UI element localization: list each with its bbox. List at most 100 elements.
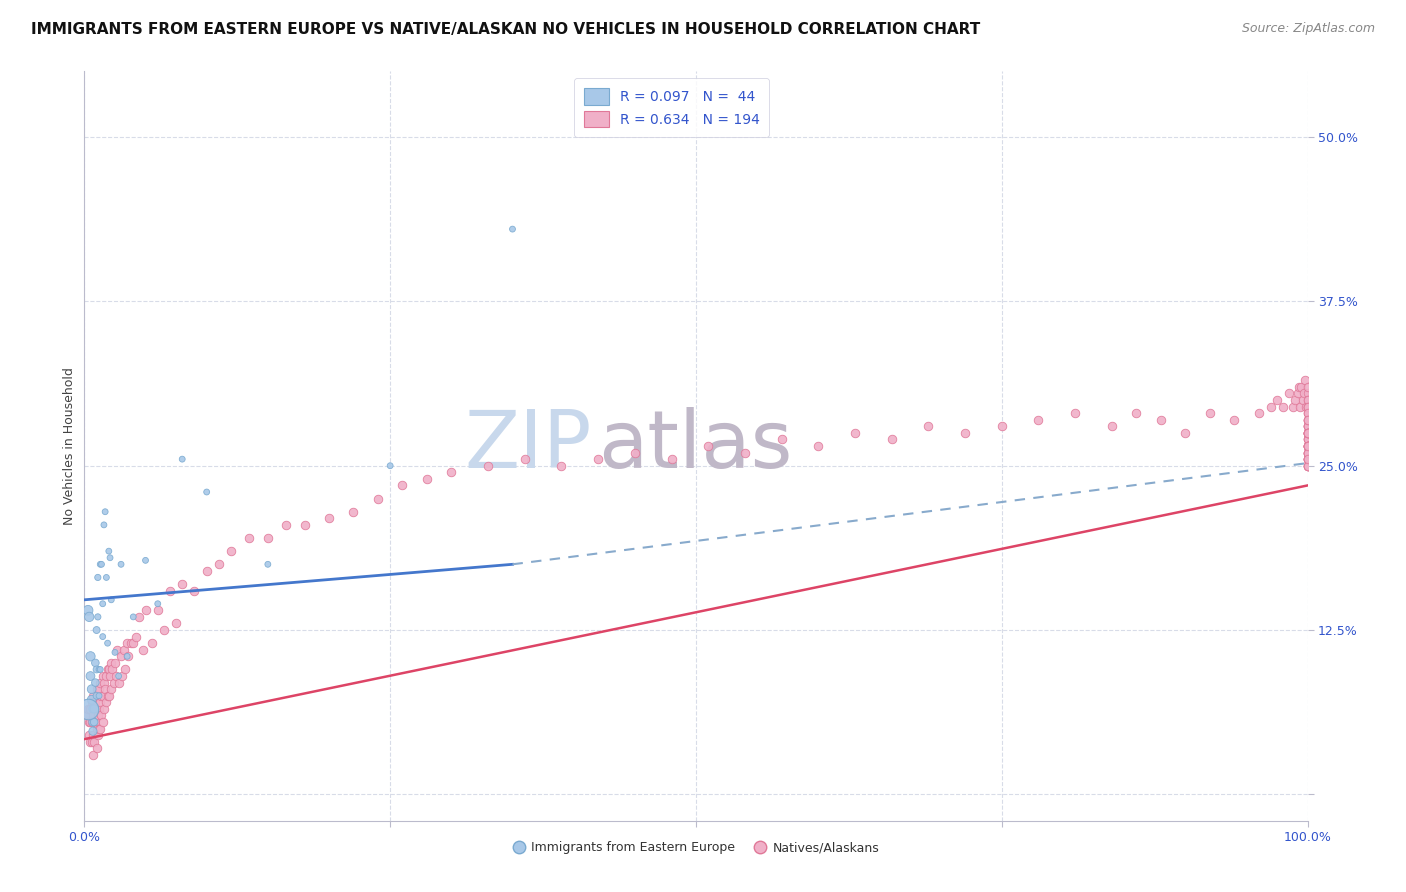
- Point: [89, 722, 111, 736]
- Point: [87, 663, 110, 677]
- Point: [1247, 406, 1270, 420]
- Point: [86, 682, 108, 697]
- Point: [1282, 400, 1305, 414]
- Point: [1296, 406, 1319, 420]
- Point: [416, 472, 439, 486]
- Point: [1296, 433, 1319, 447]
- Point: [87, 708, 110, 723]
- Point: [1296, 439, 1319, 453]
- Point: [1296, 445, 1319, 459]
- Point: [1296, 386, 1319, 401]
- Point: [770, 433, 793, 447]
- Point: [82, 714, 104, 729]
- Point: [105, 669, 128, 683]
- Point: [1296, 406, 1319, 420]
- Point: [1223, 413, 1246, 427]
- Point: [110, 558, 132, 572]
- Point: [1296, 452, 1319, 467]
- Point: [90, 708, 112, 723]
- Y-axis label: No Vehicles in Household: No Vehicles in Household: [63, 368, 76, 524]
- Point: [87, 570, 110, 584]
- Point: [1278, 386, 1301, 401]
- Point: [97, 689, 120, 703]
- Point: [661, 452, 683, 467]
- Point: [91, 669, 114, 683]
- Point: [93, 702, 115, 716]
- Point: [1064, 406, 1087, 420]
- Text: IMMIGRANTS FROM EASTERN EUROPE VS NATIVE/ALASKAN NO VEHICLES IN HOUSEHOLD CORREL: IMMIGRANTS FROM EASTERN EUROPE VS NATIVE…: [31, 22, 980, 37]
- Point: [1125, 406, 1147, 420]
- Point: [1174, 425, 1197, 440]
- Point: [87, 722, 110, 736]
- Point: [105, 642, 128, 657]
- Point: [1296, 452, 1319, 467]
- Point: [1150, 413, 1173, 427]
- Point: [94, 505, 117, 519]
- Point: [1296, 452, 1319, 467]
- Point: [1296, 425, 1319, 440]
- Point: [153, 623, 176, 637]
- Point: [1296, 445, 1319, 459]
- Point: [1292, 386, 1315, 401]
- Point: [86, 663, 108, 677]
- Point: [91, 714, 114, 729]
- Point: [135, 603, 157, 617]
- Point: [77, 610, 100, 624]
- Point: [1296, 439, 1319, 453]
- Point: [77, 603, 100, 617]
- Point: [1296, 400, 1319, 414]
- Point: [122, 610, 145, 624]
- Point: [477, 458, 499, 473]
- Point: [101, 663, 124, 677]
- Point: [89, 558, 111, 572]
- Point: [238, 531, 260, 545]
- Point: [97, 663, 120, 677]
- Point: [114, 663, 136, 677]
- Point: [1296, 452, 1319, 467]
- Point: [1296, 419, 1319, 434]
- Point: [586, 452, 609, 467]
- Point: [1296, 413, 1319, 427]
- Point: [1284, 392, 1306, 407]
- Point: [1296, 392, 1319, 407]
- Point: [146, 603, 169, 617]
- Point: [83, 735, 105, 749]
- Point: [111, 669, 134, 683]
- Point: [93, 517, 115, 532]
- Point: [208, 558, 231, 572]
- Point: [79, 714, 101, 729]
- Point: [77, 702, 100, 716]
- Point: [87, 702, 110, 716]
- Point: [1260, 400, 1282, 414]
- Point: [146, 597, 169, 611]
- Point: [1296, 419, 1319, 434]
- Point: [1296, 406, 1319, 420]
- Point: [1296, 452, 1319, 467]
- Point: [83, 702, 105, 716]
- Point: [195, 564, 218, 578]
- Point: [1296, 439, 1319, 453]
- Point: [440, 465, 463, 479]
- Point: [89, 663, 111, 677]
- Point: [97, 544, 120, 558]
- Point: [917, 419, 939, 434]
- Point: [1296, 392, 1319, 407]
- Point: [1028, 413, 1050, 427]
- Point: [104, 645, 127, 659]
- Point: [1296, 439, 1319, 453]
- Point: [107, 669, 129, 683]
- Point: [83, 695, 105, 709]
- Point: [342, 505, 364, 519]
- Point: [1296, 445, 1319, 459]
- Point: [318, 511, 340, 525]
- Point: [294, 517, 316, 532]
- Point: [115, 636, 138, 650]
- Point: [82, 747, 104, 762]
- Point: [80, 695, 103, 709]
- Point: [97, 663, 120, 677]
- Point: [135, 553, 157, 567]
- Point: [1296, 425, 1319, 440]
- Point: [84, 656, 107, 670]
- Point: [1296, 439, 1319, 453]
- Point: [87, 689, 110, 703]
